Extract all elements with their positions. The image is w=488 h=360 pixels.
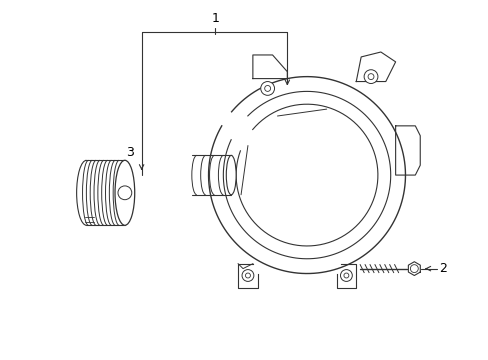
Circle shape [343, 273, 348, 278]
Circle shape [242, 270, 253, 282]
Circle shape [118, 186, 131, 200]
Circle shape [340, 270, 351, 282]
Circle shape [245, 273, 250, 278]
Circle shape [367, 74, 373, 80]
Circle shape [264, 85, 270, 91]
Circle shape [260, 82, 274, 95]
Text: 2: 2 [438, 262, 446, 275]
Circle shape [364, 70, 377, 84]
Circle shape [409, 265, 417, 273]
Ellipse shape [115, 160, 135, 225]
Text: 3: 3 [125, 146, 133, 159]
Text: 1: 1 [211, 13, 219, 26]
Ellipse shape [226, 156, 236, 195]
